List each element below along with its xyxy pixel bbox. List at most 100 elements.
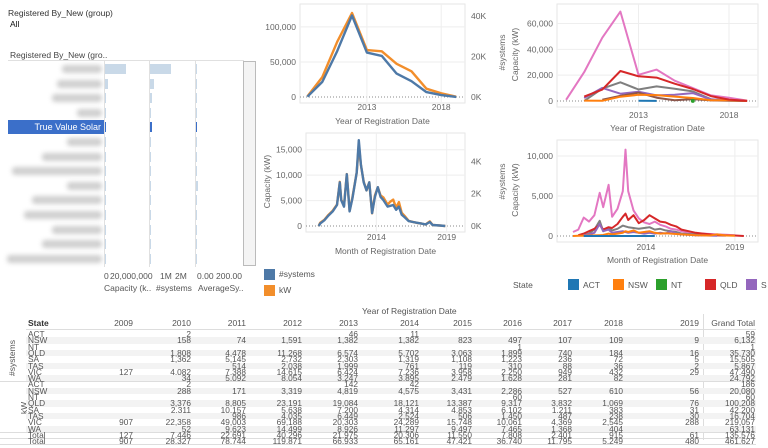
column-header[interactable]: 2018 — [604, 318, 623, 328]
column-header[interactable]: 2015 — [453, 318, 472, 328]
state-cell: NT — [28, 341, 40, 352]
table-cell: 4,575 — [398, 385, 419, 396]
table-cell: 9,623 — [225, 423, 246, 434]
bar-list-row[interactable] — [8, 193, 256, 207]
series-line-kw[interactable] — [317, 143, 446, 228]
series-line-systems[interactable] — [306, 14, 457, 99]
table-cell: 24,289 — [393, 417, 419, 428]
series-line-systems[interactable] — [317, 139, 446, 228]
bar-list-row[interactable] — [8, 62, 256, 76]
legend-item-systems[interactable]: #systems — [264, 267, 315, 281]
column-header[interactable]: 2017 — [553, 318, 572, 328]
column-header[interactable]: 2010 — [172, 318, 191, 328]
table-cell: 3,376 — [170, 398, 191, 409]
table-cell: 20,080 — [729, 385, 755, 396]
avg-bar — [196, 239, 197, 250]
avg-bar — [196, 180, 198, 191]
y-tick-label: 5,000 — [281, 196, 303, 206]
legend-swatch — [746, 279, 757, 290]
table-cell: 4,819 — [337, 385, 358, 396]
column-header[interactable]: 2016 — [503, 318, 522, 328]
table-cell: 14,615 — [276, 366, 302, 377]
column-header[interactable]: Grand Total — [711, 318, 755, 328]
column-header[interactable]: 2012 — [283, 318, 302, 328]
avg-bar — [196, 166, 197, 177]
table-cell: 6,102 — [501, 404, 522, 415]
bar-list-row[interactable] — [8, 164, 256, 178]
legend-item-kw[interactable]: kW — [264, 283, 315, 297]
bar-list-row[interactable] — [8, 150, 256, 164]
avg-bar — [196, 253, 197, 264]
state-legend-item[interactable]: QLD — [705, 279, 737, 290]
table-cell: 7,465 — [501, 423, 522, 434]
blurred-label — [24, 211, 102, 219]
table-cell: 11,268 — [277, 347, 302, 358]
table-cell: 171 — [232, 385, 246, 396]
legend-swatch — [264, 284, 275, 296]
state-cell: WA — [28, 423, 42, 434]
state-legend-item[interactable]: ACT — [568, 279, 600, 290]
series-line-nsw[interactable] — [584, 93, 748, 102]
blurred-label — [67, 181, 102, 190]
bar-axis-tick: 20,000,000 — [110, 271, 153, 281]
series-point-nt[interactable] — [690, 98, 695, 103]
series-line-vic[interactable] — [565, 10, 748, 102]
table-cell: 4,082 — [170, 366, 191, 377]
state-legend-item[interactable]: NT — [656, 279, 682, 290]
table-cell: 100,208 — [725, 398, 755, 409]
table-cell: 7,388 — [225, 366, 246, 377]
state-cell: NSW — [28, 385, 48, 396]
bar-list-row[interactable] — [8, 106, 256, 120]
bar-list-scrollbar[interactable] — [243, 61, 256, 266]
bar-list-row[interactable] — [8, 91, 256, 105]
table-cell: 24,792 — [729, 373, 755, 384]
y-axis-title: Capacity (kW) — [510, 28, 520, 82]
state-legend-item[interactable]: S — [746, 279, 767, 290]
table-cell: 2,250 — [501, 366, 522, 377]
column-header[interactable]: 2019 — [680, 318, 699, 328]
table-cell: 158 — [177, 335, 191, 346]
series-line-vic[interactable] — [572, 148, 735, 237]
blurred-label — [52, 225, 102, 234]
series-line-kw[interactable] — [306, 11, 457, 98]
column-divider — [149, 60, 150, 267]
y-right-axis-title: #systems — [497, 164, 507, 200]
state-cell: NSW — [28, 335, 48, 346]
table-cell: 11 — [410, 329, 419, 339]
state-cell: WA — [28, 373, 42, 384]
bar-list-row[interactable] — [8, 208, 256, 222]
bar-list-row[interactable] — [7, 252, 256, 266]
series-line-qld[interactable] — [583, 70, 748, 102]
filter-value-dropdown[interactable]: All — [10, 19, 20, 29]
bar-list-row[interactable] — [8, 77, 256, 91]
column-header[interactable]: 2013 — [339, 318, 358, 328]
y-tick-label: 0 — [548, 231, 553, 241]
table-cell: 5,092 — [225, 373, 246, 384]
table-cell: 82 — [613, 373, 623, 384]
table-cell: 3,063 — [451, 347, 472, 358]
blurred-label — [77, 108, 102, 117]
total-cell: 66,933 — [332, 436, 358, 447]
table-cell: 288 — [685, 417, 699, 428]
state-legend-item[interactable]: NSW — [613, 279, 648, 290]
table-cell: 2,732 — [281, 354, 302, 365]
monthly-total-chart: 0 5,000 10,000 15,000 0K 2K 4K #systems Capacity… — [262, 132, 507, 256]
table-cell: 69,188 — [276, 417, 302, 428]
table-cell: 49,003 — [220, 417, 246, 428]
bar-list-row[interactable] — [8, 179, 256, 193]
table-cell: 219,057 — [725, 417, 755, 428]
table-cell: 1 — [517, 341, 522, 352]
table-cell: 29 — [689, 366, 699, 377]
bar-list-row[interactable] — [8, 223, 256, 237]
bar-list-row[interactable]: True Value Solar — [8, 120, 256, 135]
total-cell: 915 — [609, 429, 623, 440]
column-header[interactable]: 2014 — [400, 318, 419, 328]
table-cell: 986 — [232, 410, 246, 421]
column-divider — [195, 60, 196, 267]
table-cell: 3,958 — [451, 366, 472, 377]
total-label: Total — [28, 436, 46, 447]
column-header[interactable]: 2011 — [227, 318, 246, 328]
bar-list-row[interactable] — [8, 135, 256, 149]
bar-list-row[interactable] — [8, 237, 256, 251]
column-header[interactable]: 2009 — [114, 318, 133, 328]
